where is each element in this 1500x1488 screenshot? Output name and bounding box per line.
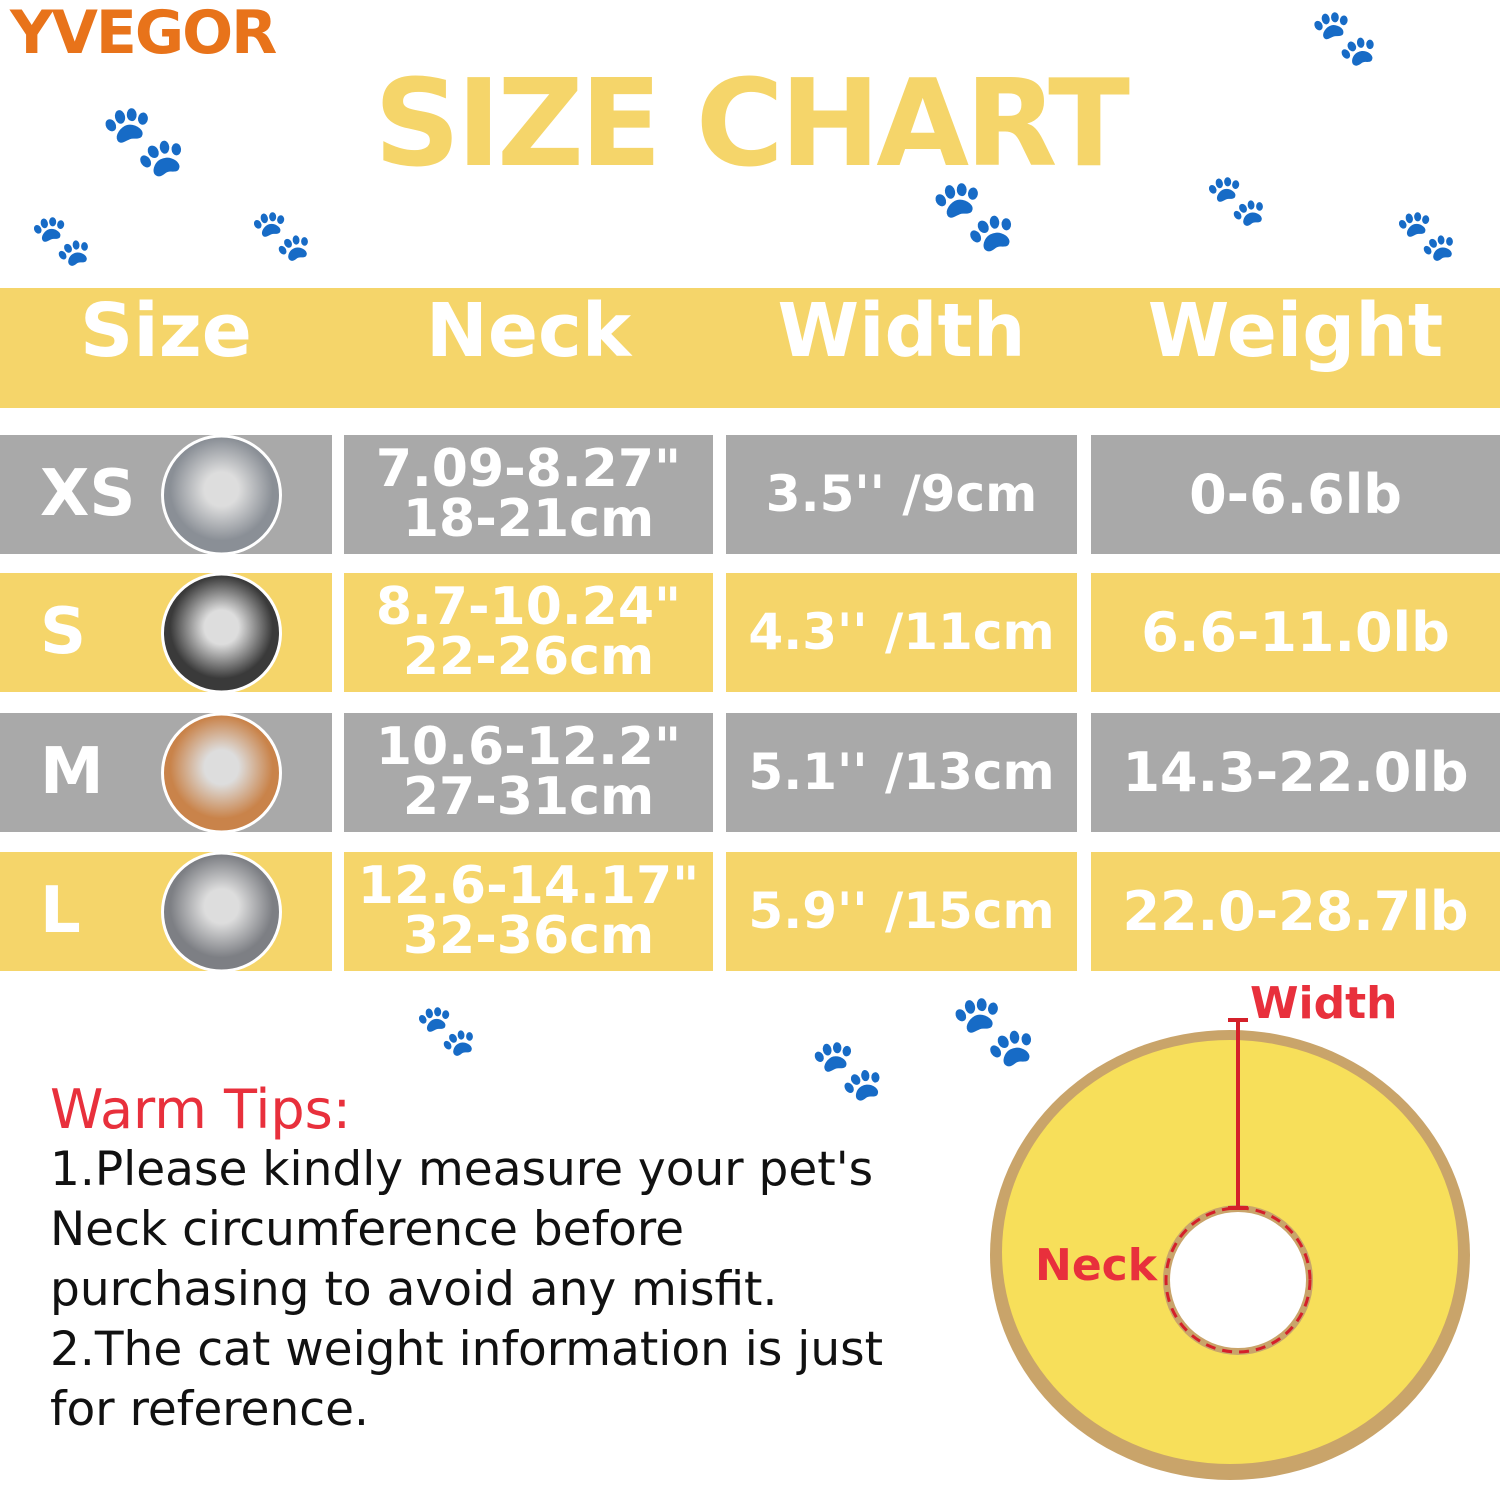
width-value: 5.9'' /15cm xyxy=(748,881,1055,940)
cat-photo-icon xyxy=(161,434,282,555)
collar-diagram: Width Neck xyxy=(990,980,1470,1480)
header-weight: Weight xyxy=(1147,288,1444,374)
cat-photo-icon xyxy=(161,572,282,693)
width-value: 4.3'' /11cm xyxy=(748,602,1055,661)
width-cell: 3.5'' /9cm xyxy=(726,435,1077,554)
tip-line: Neck circumference before xyxy=(50,1202,685,1257)
weight-value: 22.0-28.7lb xyxy=(1122,879,1469,943)
paw-icon: 🐾 xyxy=(30,211,93,269)
weight-cell: 22.0-28.7lb xyxy=(1091,852,1500,971)
neck-cell: 8.7-10.24" 22-26cm xyxy=(344,573,713,692)
paw-icon: 🐾 xyxy=(250,206,313,264)
paw-icon: 🐾 xyxy=(100,99,188,181)
neck-cell: 10.6-12.2" 27-31cm xyxy=(344,713,713,832)
neck-inches: 10.6-12.2" xyxy=(375,717,682,778)
width-label: Width xyxy=(1250,980,1397,1029)
paw-icon: 🐾 xyxy=(810,1035,885,1105)
neck-inches: 12.6-14.17" xyxy=(357,856,700,917)
size-label: L xyxy=(40,874,81,949)
width-value: 5.1'' /13cm xyxy=(748,742,1055,801)
collar-hole xyxy=(1170,1212,1306,1348)
warm-tips: Warm Tips: 1.Please kindly measure your … xyxy=(50,1080,950,1440)
tip-line: 2.The cat weight information is just xyxy=(50,1322,884,1377)
neck-measure-line xyxy=(1164,1206,1312,1354)
tip-line: purchasing to avoid any misfit. xyxy=(50,1262,778,1317)
tips-heading: Warm Tips: xyxy=(50,1078,351,1141)
page-title: SIZE CHART xyxy=(373,55,1130,194)
cat-photo-icon xyxy=(161,712,282,833)
cat-photo-icon xyxy=(161,851,282,972)
size-cell: XS xyxy=(0,434,332,555)
width-cell: 4.3'' /11cm xyxy=(726,573,1077,692)
weight-cell: 6.6-11.0lb xyxy=(1091,573,1500,692)
size-label: M xyxy=(40,735,104,810)
paw-icon: 🐾 xyxy=(950,989,1038,1071)
size-cell: L xyxy=(0,851,332,972)
tip-line: for reference. xyxy=(50,1382,369,1437)
brand-logo: YVEGOR xyxy=(10,0,277,68)
neck-cm: 18-21cm xyxy=(402,488,655,549)
neck-inches: 8.7-10.24" xyxy=(375,577,682,638)
paw-icon: 🐾 xyxy=(415,1001,478,1059)
neck-cm: 22-26cm xyxy=(402,626,655,687)
neck-cm: 32-36cm xyxy=(402,905,655,966)
weight-value: 14.3-22.0lb xyxy=(1122,740,1469,804)
header-size: Size xyxy=(80,288,252,374)
size-cell: M xyxy=(0,712,332,833)
table-header xyxy=(0,288,1500,408)
size-label: XS xyxy=(40,457,136,532)
weight-value: 0-6.6lb xyxy=(1189,462,1402,526)
width-cell: 5.1'' /13cm xyxy=(726,713,1077,832)
paw-icon: 🐾 xyxy=(1205,171,1268,229)
neck-label: Neck xyxy=(1035,1240,1159,1291)
neck-cell: 12.6-14.17" 32-36cm xyxy=(344,852,713,971)
weight-cell: 0-6.6lb xyxy=(1091,435,1500,554)
weight-value: 6.6-11.0lb xyxy=(1141,600,1450,664)
header-neck: Neck xyxy=(425,288,632,374)
neck-cell: 7.09-8.27" 18-21cm xyxy=(344,435,713,554)
neck-cm: 27-31cm xyxy=(402,766,655,827)
header-width: Width xyxy=(777,288,1026,374)
tip-line: 1.Please kindly measure your pet's xyxy=(50,1142,874,1197)
weight-cell: 14.3-22.0lb xyxy=(1091,713,1500,832)
size-label: S xyxy=(40,595,87,670)
size-cell: S xyxy=(0,572,332,693)
width-cell: 5.9'' /15cm xyxy=(726,852,1077,971)
width-value: 3.5'' /9cm xyxy=(765,464,1038,523)
neck-inches: 7.09-8.27" xyxy=(375,439,682,500)
paw-icon: 🐾 xyxy=(930,174,1018,256)
paw-icon: 🐾 xyxy=(1310,5,1379,69)
paw-icon: 🐾 xyxy=(1395,206,1458,264)
